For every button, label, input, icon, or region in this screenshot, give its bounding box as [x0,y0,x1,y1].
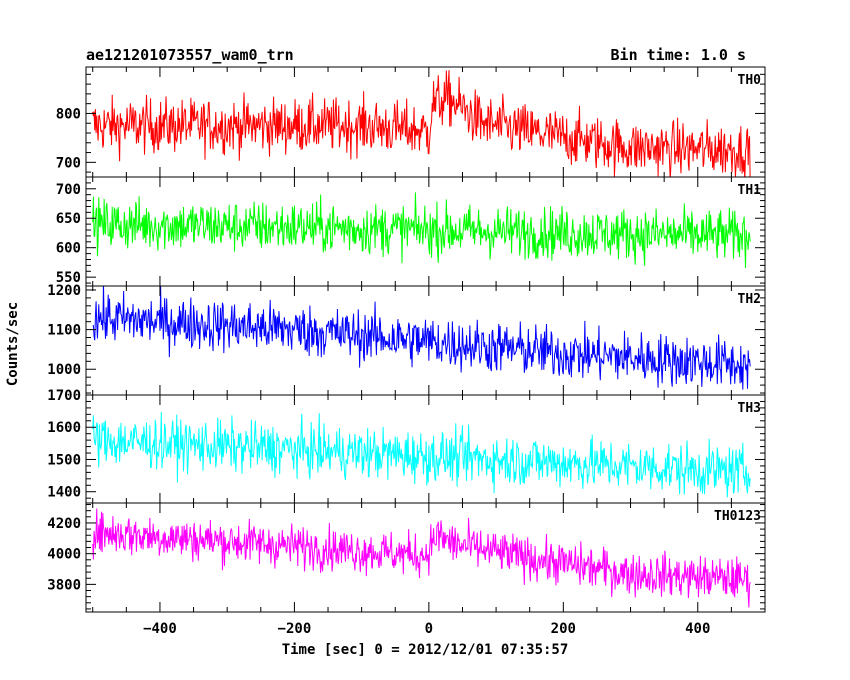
panel-th0123: 3800 4000 4200 TH0123 [47,502,766,613]
y-axis-title: Counts/sec [5,302,21,386]
panel-label-th1: TH1 [738,183,762,198]
panel-frame-th0123 [85,502,766,613]
x-axis-title: Time [sec] 0 = 2012/12/01 07:35:57 [282,642,569,658]
series-th0-line [92,70,751,177]
panel-th3: 1400 1500 1600 1700 TH3 [47,388,766,504]
x-tick-label: 0 [425,621,433,637]
x-tick-label: −400 [143,621,177,637]
series-th1-line [92,192,751,268]
y-tick-label: 1200 [47,283,81,299]
series-th0123-line [92,508,751,608]
panel-label-th2: TH2 [738,292,761,307]
y-tick-label: 3800 [47,577,81,593]
x-tick-label: −200 [278,621,312,637]
panel-label-th0: TH0 [738,73,762,88]
bin-time-label: Bin time: 1.0 s [611,46,746,64]
x-axis: −400 −200 0 200 400 [143,621,710,637]
x-tick-label: 200 [551,621,576,637]
y-tick-label: 1100 [47,323,81,339]
y-tick-label: 700 [56,155,81,171]
panel-th2: 1000 1100 1200 TH2 [47,283,766,396]
y-tick-label: 4000 [47,547,81,563]
y-tick-label: 1500 [47,452,81,468]
series-th2-line [92,286,751,390]
y-tick-label: 4200 [47,516,81,532]
panel-th1: 550 600 650 700 TH1 [56,176,766,287]
y-tick-label: 1400 [47,485,81,501]
y-tick-label: 1700 [47,388,81,404]
y-tick-label: 600 [56,241,81,257]
series-th3-line [92,411,751,498]
y-tick-label: 550 [56,270,81,286]
y-tick-label: 1600 [47,420,81,436]
y-tick-label: 700 [56,182,81,198]
y-tick-label: 800 [56,106,81,122]
panel-label-th3: TH3 [738,401,761,416]
y-tick-label: 1000 [47,362,81,378]
y-tick-label: 650 [56,211,81,227]
panel-th0: 700 800 TH0 [56,66,766,178]
x-tick-label: 400 [685,621,710,637]
panel-label-th0123: TH0123 [714,509,761,524]
chart-title: ae121201073557_wam0_trn [86,46,294,64]
